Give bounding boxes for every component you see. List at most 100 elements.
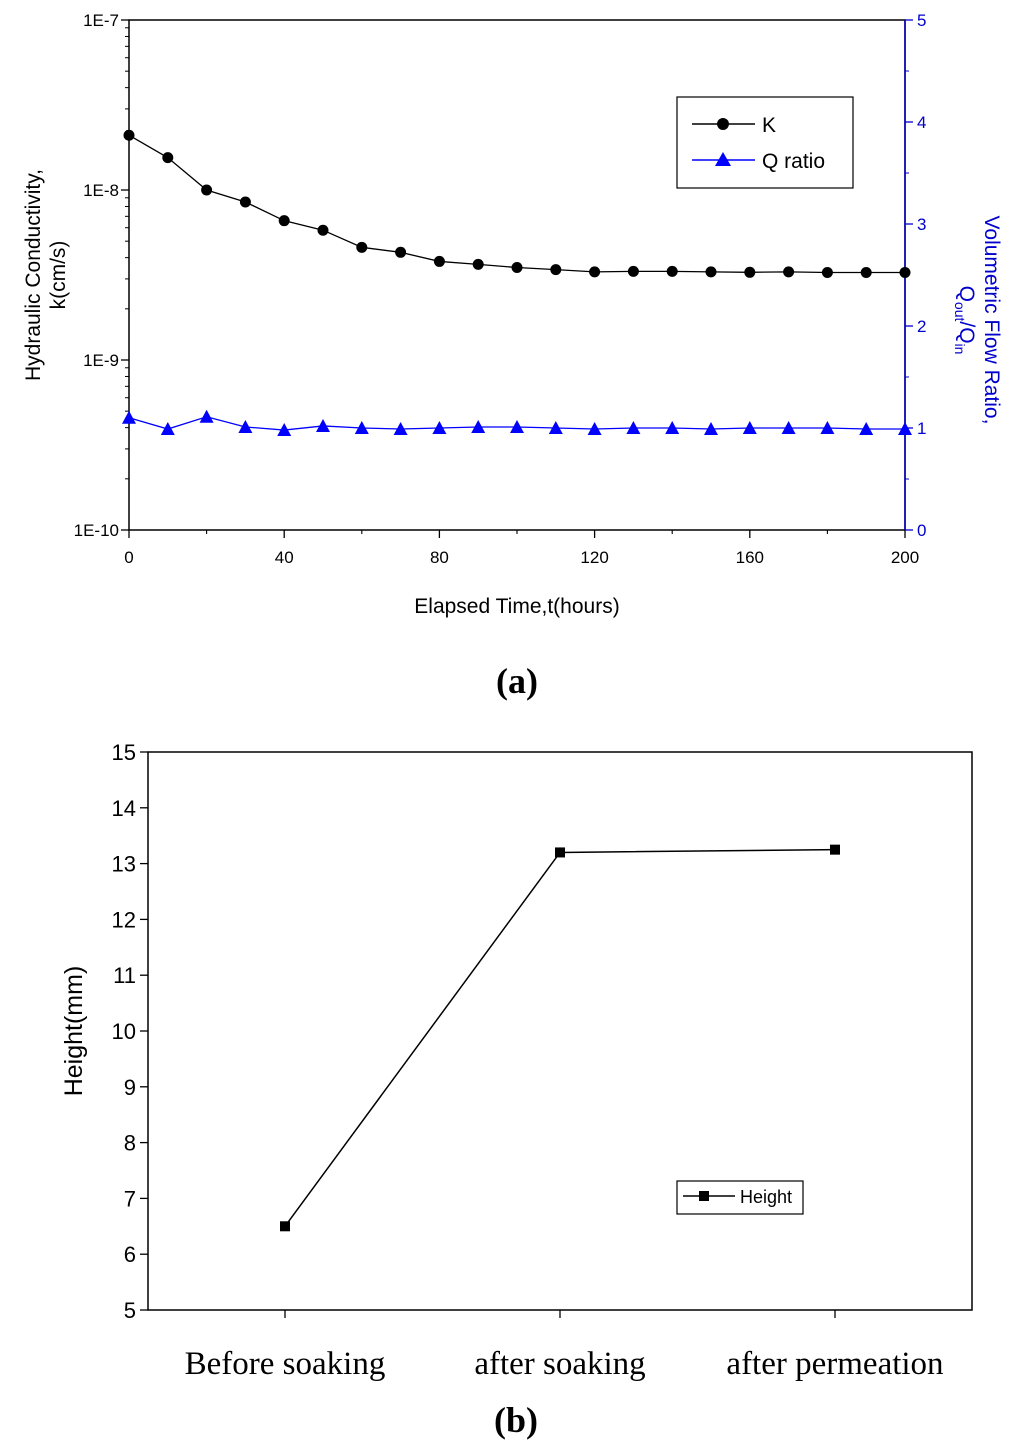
chart-a-x-axis-title: Elapsed Time,t(hours) [414, 595, 619, 618]
chart-b-y-axis-title-text: Height(mm) [60, 966, 88, 1097]
chart-a-legend: K Q ratio [676, 96, 854, 189]
chart-b-y-tick-label: 14 [112, 796, 136, 821]
chart-a-point-k [550, 264, 562, 276]
chart-a-point-k [162, 152, 174, 164]
chart-a-x-tick-label: 120 [580, 548, 608, 567]
chart-a-y-left-tick-label: 1E-10 [74, 521, 119, 540]
chart-a-point-q-ratio [820, 421, 835, 434]
chart-a-x-tick-label: 0 [124, 548, 133, 567]
chart-a-q-in-q: /Q [955, 321, 978, 343]
chart-a-point-q-ratio [781, 421, 796, 434]
chart-a-y-ticks-left: 1E-10 1E-9 1E-8 1E-7 [74, 11, 129, 540]
chart-a-legend-k-label: K [762, 114, 776, 137]
chart-a-point-k [860, 267, 872, 279]
chart-b-legend-marker [699, 1191, 709, 1201]
chart-b-x-ticks: Before soaking after soaking after permeat… [185, 1310, 944, 1382]
chart-b-y-tick-label: 8 [124, 1131, 136, 1156]
chart-a-point-k [278, 215, 290, 227]
chart-a-point-q-ratio [160, 422, 175, 436]
chart-a-y-right-tick-label: 5 [917, 11, 926, 30]
chart-a-point-k [472, 258, 484, 270]
chart-a-y-axis-title-right: Volumetric Flow Ratio, Qout/Qin [952, 216, 1003, 425]
chart-a-y-left-tick-label: 1E-9 [83, 351, 119, 370]
chart-a-q-out-sub: out [952, 302, 968, 322]
chart-a-x-tick-label: 40 [275, 548, 294, 567]
chart-a-y-right-tick-label: 4 [917, 113, 926, 132]
chart-a-point-q-ratio [626, 421, 641, 434]
chart-b-series-line-height [284, 848, 836, 1227]
chart-a-x-tick-label: 160 [736, 548, 764, 567]
chart-a-point-q-ratio [354, 421, 369, 434]
chart-a-point-k [511, 262, 523, 274]
chart-a-point-k [744, 266, 756, 278]
chart-b-y-tick-label: 6 [124, 1242, 136, 1267]
chart-a-point-q-ratio [587, 422, 602, 436]
chart-b-x-tick-label: Before soaking [185, 1346, 386, 1382]
chart-a-y-left-tick-label: 1E-7 [83, 11, 119, 30]
chart-a-y-right-tick-label: 3 [917, 215, 926, 234]
chart-a-legend-q-label: Q ratio [762, 150, 825, 173]
chart-a-y-left-tick-label: 1E-8 [83, 181, 119, 200]
chart-a-point-k [395, 246, 407, 258]
chart-a-point-q-ratio [199, 409, 214, 423]
chart-a-point-q-ratio [548, 421, 563, 434]
chart-a-series [122, 129, 912, 437]
chart-b-y-ticks: 5 6 7 8 9 10 11 12 13 14 15 [112, 740, 148, 1323]
chart-a-legend-k-marker [717, 118, 729, 130]
chart-a-point-q-ratio [898, 422, 912, 436]
chart-b-y-tick-label: 15 [112, 740, 136, 765]
panel-b-label: (b) [494, 1400, 538, 1440]
chart-b-y-tick-label: 5 [124, 1298, 136, 1323]
chart-a-point-k [317, 224, 329, 236]
chart-a-point-k [666, 265, 678, 277]
chart-a-point-k [239, 196, 251, 208]
chart-a-point-k [123, 129, 135, 141]
chart-a-y-axis-title-left: Hydraulic Conductivity, k(cm/s) [22, 169, 70, 381]
chart-a-x-tick-label: 200 [891, 548, 919, 567]
chart-a-legend-box [676, 96, 854, 189]
chart-b-y-tick-label: 11 [113, 963, 136, 988]
chart-b-x-tick-label: after soaking [474, 1346, 645, 1382]
chart-a-point-q-ratio [742, 421, 757, 434]
chart-a-y-right-tick-label: 1 [917, 419, 926, 438]
chart-a-point-q-ratio [859, 422, 874, 436]
chart-a-y-axis-title-right-line1: Volumetric Flow Ratio, [980, 216, 1003, 425]
chart-a-point-k [356, 241, 368, 253]
chart-b-point-height [830, 844, 840, 855]
chart-b-point-height [555, 847, 565, 858]
chart-b-y-axis-title: Height(mm) [60, 966, 88, 1097]
panel-a-label: (a) [496, 661, 538, 701]
chart-b-y-tick-label: 12 [112, 907, 136, 932]
chart-a-point-k [201, 184, 213, 196]
chart-a-point-q-ratio [393, 422, 408, 436]
chart-a-point-k [705, 266, 717, 278]
chart-a-point-q-ratio [316, 418, 330, 432]
chart-b-series [280, 844, 840, 1232]
chart-b-y-tick-label: 7 [124, 1186, 136, 1211]
chart-b-legend-label: Height [740, 1187, 792, 1207]
chart-a-point-q-ratio [122, 410, 136, 424]
chart-b-y-tick-label: 13 [112, 852, 136, 877]
chart-b-x-tick-label: after permeation [726, 1346, 943, 1382]
chart-a-point-q-ratio [238, 419, 253, 433]
chart-a-y-ticks-right: 0 1 2 3 4 5 [905, 11, 926, 540]
chart-a-point-q-ratio [665, 421, 680, 434]
chart-a-q-out-q: Q [955, 286, 978, 302]
chart-a-point-k [433, 255, 445, 267]
chart-a-y-right-tick-label: 2 [917, 317, 926, 336]
chart-a-point-k [589, 266, 601, 278]
chart-a-point-k [821, 267, 833, 279]
chart-b-y-tick-label: 10 [112, 1019, 136, 1044]
chart-a-point-k [627, 265, 639, 277]
chart-a-point-k [899, 267, 911, 279]
chart-a-x-ticks: 0 40 80 120 160 200 [124, 530, 919, 567]
chart-a-y-axis-title-right-line2: Qout/Qin [952, 286, 978, 355]
chart-a-legend-q-marker [715, 152, 731, 166]
chart-b-legend: Height [676, 1180, 804, 1215]
chart-b-y-tick-label: 9 [124, 1075, 136, 1100]
chart-a-y-right-tick-label: 0 [917, 521, 926, 540]
panel-b: 5 6 7 8 9 10 11 12 13 14 15 Before soaking after so… [60, 740, 973, 1440]
chart-a-point-q-ratio [432, 421, 447, 434]
chart-a-point-q-ratio [277, 423, 292, 437]
